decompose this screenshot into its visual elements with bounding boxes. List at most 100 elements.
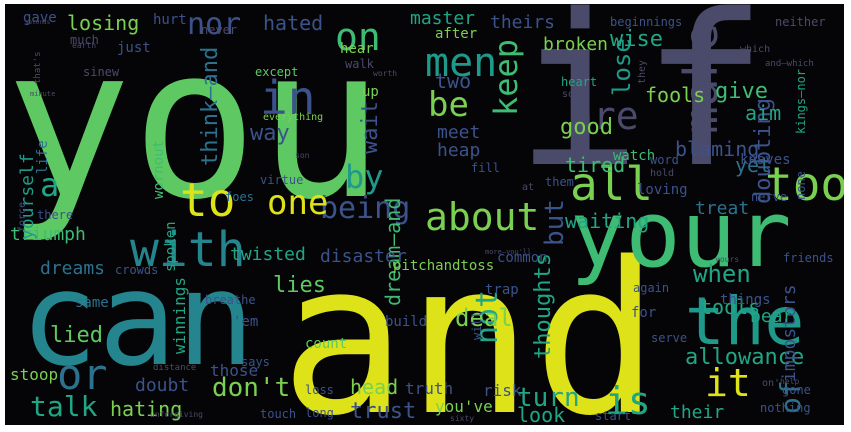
cloud-word: start	[595, 409, 631, 423]
cloud-word: when	[693, 260, 751, 288]
word-cloud: you if and can your with the all too to make on men i…	[5, 4, 844, 425]
cloud-word: gave	[23, 10, 57, 26]
cloud-word: be	[428, 85, 469, 125]
cloud-word: hear	[340, 41, 374, 57]
cloud-background	[5, 4, 844, 425]
cloud-word: force	[17, 202, 28, 232]
cloud-word: treat	[695, 198, 749, 219]
cloud-word: virtue	[260, 173, 303, 187]
cloud-word: much	[70, 33, 99, 47]
cloud-word: will	[470, 311, 484, 340]
cloud-word: lose	[608, 38, 636, 96]
cloud-word: son	[295, 151, 310, 160]
cloud-word: tired	[565, 153, 625, 177]
cloud-word: make	[674, 23, 728, 134]
cloud-word: spoken	[163, 221, 179, 272]
cloud-word: dream—and	[381, 198, 405, 306]
cloud-word: and	[280, 217, 659, 425]
cloud-word: don't	[212, 373, 290, 403]
cloud-word: wornout	[151, 140, 167, 199]
cloud-word: at	[522, 182, 534, 193]
cloud-word: common	[497, 250, 548, 266]
cloud-word: but	[540, 199, 570, 246]
cloud-word: two	[435, 69, 471, 93]
cloud-word: walk	[345, 57, 375, 71]
cloud-word: says	[241, 355, 270, 369]
cloud-word: the	[685, 283, 804, 360]
cloud-word: doubt	[135, 375, 189, 396]
cloud-word: are	[570, 94, 639, 138]
cloud-word: life	[35, 140, 51, 174]
cloud-word: sixty	[450, 414, 474, 423]
cloud-word: touch	[260, 407, 296, 421]
cloud-word: look	[517, 403, 565, 425]
cloud-word: unforgiving	[150, 410, 203, 419]
cloud-word: hating	[110, 397, 182, 421]
cloud-word: or	[57, 350, 108, 399]
cloud-word: hated	[263, 11, 323, 35]
cloud-word: in	[260, 71, 315, 125]
cloud-word: hold	[650, 168, 674, 179]
cloud-word: lied	[50, 323, 103, 348]
cloud-word: nerve	[751, 190, 787, 204]
cloud-word: risk	[483, 381, 522, 400]
cloud-word: way	[250, 121, 290, 146]
cloud-word: can	[20, 243, 255, 395]
cloud-word: crowds	[115, 263, 158, 277]
cloud-word: earth	[72, 41, 96, 50]
cloud-word: theirs	[490, 12, 555, 33]
cloud-word: count	[305, 336, 347, 352]
cloud-word: seconds	[25, 19, 51, 26]
cloud-word: truth	[405, 379, 453, 398]
cloud-word: breathe	[205, 293, 256, 307]
cloud-word: same	[75, 295, 109, 311]
cloud-word: loss	[305, 383, 334, 397]
cloud-word: deal	[455, 304, 513, 332]
cloud-word: men	[425, 40, 497, 86]
cloud-word: twisted	[230, 244, 306, 265]
cloud-word: wise	[610, 27, 663, 52]
cloud-word: gone	[782, 383, 811, 397]
cloud-word: yet	[735, 153, 771, 177]
cloud-word: knaves	[740, 152, 791, 168]
cloud-word: word	[650, 153, 679, 167]
cloud-word: keep	[487, 39, 525, 116]
cloud-word: on	[335, 15, 381, 59]
cloud-word: disaster	[320, 246, 407, 267]
cloud-word: none	[794, 171, 808, 200]
cloud-word: head	[350, 375, 398, 399]
cloud-word: meet	[437, 122, 480, 143]
cloud-word: to	[180, 173, 235, 227]
cloud-word: beginnings	[610, 15, 682, 29]
cloud-word: too	[765, 157, 844, 211]
cloud-word: give	[715, 79, 768, 104]
cloud-word: stoop	[10, 365, 58, 384]
cloud-word: of	[774, 380, 807, 414]
cloud-word: about	[425, 195, 539, 239]
cloud-word: winnings	[170, 277, 189, 354]
cloud-word: impostors	[779, 284, 800, 382]
cloud-word: by	[345, 158, 384, 196]
cloud-word: neither	[775, 15, 826, 29]
cloud-word: sinew	[83, 65, 120, 79]
cloud-word: triumph	[10, 224, 86, 245]
cloud-word: you've	[435, 397, 493, 416]
cloud-word: there	[37, 208, 73, 222]
cloud-word: build	[385, 314, 427, 330]
cloud-word: trap	[485, 282, 519, 298]
cloud-word: hurt	[153, 12, 187, 28]
cloud-word: after	[435, 26, 477, 42]
cloud-word: pitchandtoss	[393, 258, 494, 274]
cloud-word: yourself	[17, 153, 38, 240]
cloud-word: all	[570, 157, 653, 211]
cloud-word: them	[545, 175, 574, 189]
cloud-word: waiting	[565, 209, 649, 233]
cloud-word: it	[705, 361, 751, 405]
cloud-word: again	[633, 281, 669, 295]
cloud-word: with	[130, 222, 246, 278]
cloud-word: they	[637, 60, 648, 84]
cloud-word: watch	[613, 148, 655, 164]
cloud-word: good	[560, 115, 613, 140]
cloud-word: everything	[263, 112, 323, 123]
